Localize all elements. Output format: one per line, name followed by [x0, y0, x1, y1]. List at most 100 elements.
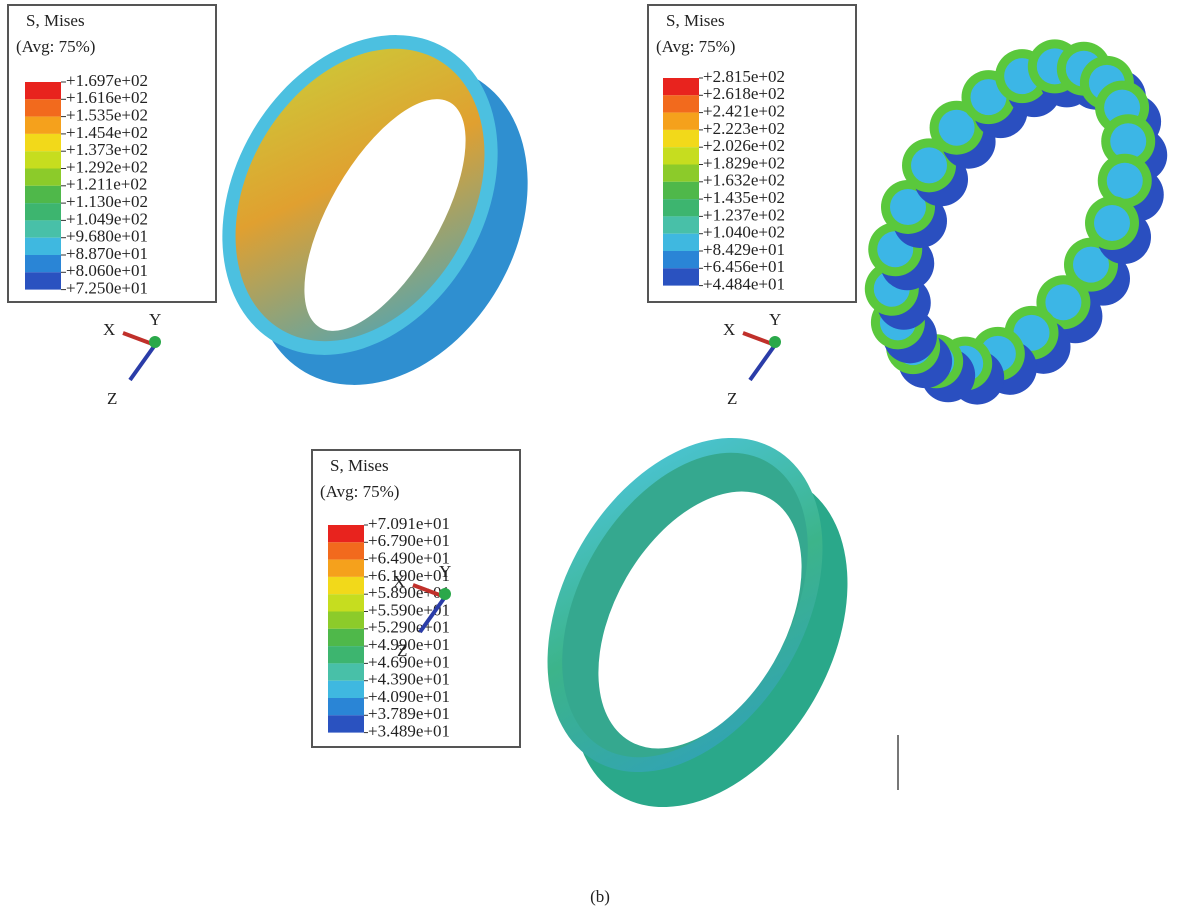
legend-label: +2.815e+02 [703, 67, 785, 86]
legend-swatch [328, 594, 364, 611]
legend-label: +7.091e+01 [368, 514, 450, 533]
legend-swatch [25, 238, 61, 255]
axis-y-dot [769, 336, 781, 348]
legend-label: +4.090e+01 [368, 687, 450, 706]
legend-swatch [328, 681, 364, 698]
legend-swatch [663, 251, 699, 268]
legend-label: +1.211e+02 [66, 175, 147, 194]
legend-swatch [663, 95, 699, 112]
legend-swatch [25, 99, 61, 116]
blob-core [911, 147, 947, 183]
ring-model [491, 389, 904, 856]
axis-x-label: X [393, 572, 405, 591]
legend-label: +6.790e+01 [368, 531, 450, 550]
legend-swatch [663, 165, 699, 182]
legend-swatch [25, 272, 61, 289]
legend-swatch [663, 182, 699, 199]
legend-label: +5.290e+01 [368, 618, 450, 637]
blob-core [1107, 163, 1143, 199]
legend-label: +1.373e+02 [66, 140, 148, 159]
legend-label: +8.429e+01 [703, 240, 785, 259]
legend-swatch [663, 113, 699, 130]
legend-label: +1.040e+02 [703, 223, 785, 242]
legend-label: +4.690e+01 [368, 652, 450, 671]
caption: (b) [590, 887, 610, 906]
legend-swatch [663, 199, 699, 216]
axis-y-label: Y [149, 310, 161, 329]
axis-z-label: Z [397, 641, 407, 660]
legend-title: S, Mises [666, 11, 725, 30]
legend-swatch [663, 268, 699, 285]
legend-title: S, Mises [330, 456, 389, 475]
legend-label: +1.435e+02 [703, 188, 785, 207]
legend-label: +8.060e+01 [66, 261, 148, 280]
legend-swatch [663, 216, 699, 233]
legend-label: +2.618e+02 [703, 84, 785, 103]
segmented-ring-model [865, 39, 1167, 404]
legend-swatch [328, 698, 364, 715]
legend-label: +1.829e+02 [703, 153, 785, 172]
legend-title: S, Mises [26, 11, 85, 30]
axis-y-label: Y [769, 310, 781, 329]
legend-label: +9.680e+01 [66, 227, 148, 246]
legend-label: +6.490e+01 [368, 549, 450, 568]
axis-x-label: X [103, 320, 115, 339]
legend-swatch [328, 560, 364, 577]
legend-swatch [663, 234, 699, 251]
figure: (b) S, Mises (Avg: 75%) +1.697e+02+1.616e+… [0, 0, 1200, 913]
legend-label: +1.454e+02 [66, 123, 148, 142]
legend-swatch [328, 542, 364, 559]
legend-swatch [328, 525, 364, 542]
axis-z-arrow [130, 345, 155, 380]
axis-z-arrow [750, 345, 775, 380]
legend-label: +7.250e+01 [66, 279, 148, 298]
legend-label: +4.484e+01 [703, 275, 785, 294]
legend-swatch [328, 715, 364, 732]
legend-swatch [25, 220, 61, 237]
legend-swatch [25, 134, 61, 151]
legend-label: +8.870e+01 [66, 244, 148, 263]
legend-label: +6.456e+01 [703, 257, 785, 276]
legend-label: +4.390e+01 [368, 670, 450, 689]
axis-y-label: Y [439, 562, 451, 581]
legend-label: +1.130e+02 [66, 192, 148, 211]
legend-swatch [25, 82, 61, 99]
legend-label: +1.049e+02 [66, 209, 148, 228]
legend-swatch [25, 117, 61, 134]
legend-label: +2.421e+02 [703, 102, 785, 121]
legend-label: +4.990e+01 [368, 635, 450, 654]
legend-label: +3.489e+01 [368, 722, 450, 741]
legend-label: +1.632e+02 [703, 171, 785, 190]
legend-label: +1.237e+02 [703, 205, 785, 224]
axis-y-dot [149, 336, 161, 348]
legend-label: +6.190e+01 [368, 566, 450, 585]
legend-subtitle: (Avg: 75%) [16, 37, 95, 56]
legend-swatch [25, 151, 61, 168]
legend-swatch [25, 255, 61, 272]
legend-swatch [328, 577, 364, 594]
legend-swatch [663, 78, 699, 95]
legend-label: +2.223e+02 [703, 119, 785, 138]
legend-label: +2.026e+02 [703, 136, 785, 155]
axis-z-label: Z [107, 389, 117, 408]
legend-swatch [663, 130, 699, 147]
blob-core [1094, 205, 1130, 241]
blob-core [1110, 123, 1146, 159]
legend-swatch [328, 646, 364, 663]
legend-label: +3.789e+01 [368, 704, 450, 723]
legend-swatch [25, 169, 61, 186]
legend-subtitle: (Avg: 75%) [320, 482, 399, 501]
legend-swatch [663, 147, 699, 164]
legend-label: +1.697e+02 [66, 71, 148, 90]
legend-label: +1.292e+02 [66, 157, 148, 176]
legend-swatch [328, 629, 364, 646]
legend-label: +1.535e+02 [66, 106, 148, 125]
axis-x-label: X [723, 320, 735, 339]
legend-swatch [25, 186, 61, 203]
axis-z-label: Z [727, 389, 737, 408]
axis-y-dot [439, 588, 451, 600]
legend-swatch [328, 612, 364, 629]
legend-swatch [328, 663, 364, 680]
ring-model [167, 0, 584, 435]
legend-label: +1.616e+02 [66, 88, 148, 107]
